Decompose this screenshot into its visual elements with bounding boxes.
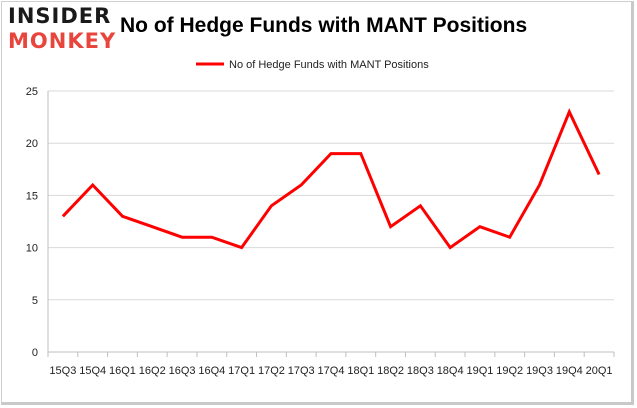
x-tick-label: 19Q2	[496, 365, 523, 377]
y-tick-label: 0	[32, 347, 38, 359]
series-line	[61, 108, 601, 250]
y-tick-label: 5	[32, 295, 38, 307]
insider-monkey-logo: INSIDER MONKEY	[8, 4, 118, 56]
x-tick-label: 17Q3	[288, 365, 315, 377]
x-tick-label: 18Q3	[407, 365, 434, 377]
x-tick-label: 16Q3	[169, 365, 196, 377]
x-tick-label: 19Q4	[556, 365, 583, 377]
x-tick-label: 19Q1	[466, 365, 493, 377]
y-tick-label: 25	[26, 86, 38, 98]
x-tick-label: 18Q1	[347, 365, 374, 377]
x-tick-label: 18Q2	[377, 365, 404, 377]
x-tick-label: 16Q1	[109, 365, 136, 377]
x-tick-label: 17Q2	[258, 365, 285, 377]
x-tick-label: 16Q4	[198, 365, 225, 377]
y-tick-label: 20	[26, 138, 38, 150]
legend-label: No of Hedge Funds with MANT Positions	[229, 59, 429, 71]
x-tick-label: 18Q4	[437, 365, 464, 377]
y-tick-label: 15	[26, 190, 38, 202]
logo-line-2: MONKEY	[8, 29, 117, 53]
x-tick-label: 16Q2	[139, 365, 166, 377]
chart-title: No of Hedge Funds with MANT Positions	[120, 14, 528, 37]
x-tick-label: 17Q4	[318, 365, 345, 377]
x-tick-label: 19Q3	[526, 365, 553, 377]
x-tick-label: 20Q1	[586, 365, 613, 377]
legend: No of Hedge Funds with MANT Positions	[196, 59, 429, 71]
logo-line-1: INSIDER	[8, 4, 112, 28]
x-tick-label: 17Q1	[228, 365, 255, 377]
y-tick-label: 10	[26, 243, 38, 255]
x-tick-label: 15Q4	[79, 365, 106, 377]
x-tick-label: 15Q3	[49, 365, 76, 377]
